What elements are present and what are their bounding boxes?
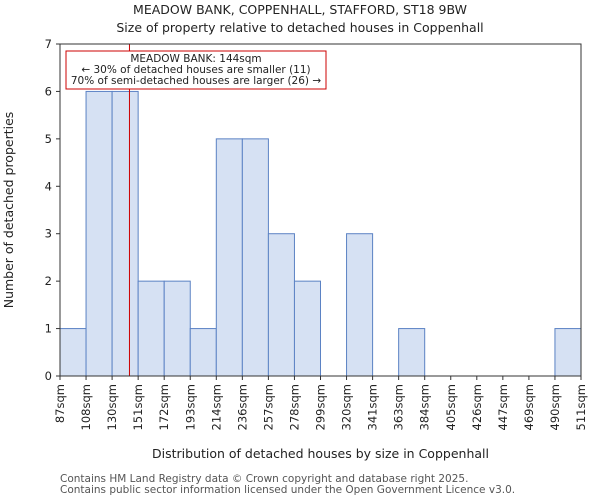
- y-tick-label: 1: [45, 322, 52, 336]
- x-tick-label: 130sqm: [105, 384, 119, 430]
- bar-87sqm: [59, 328, 87, 377]
- annotation-line-1: MEADOW BANK: 144sqm: [130, 53, 261, 65]
- x-axis-ticks: 87sqm 108sqm 130sqm 151sqm 172sqm 193sqm 214sq…: [53, 376, 588, 430]
- y-tick-label: 2: [45, 274, 52, 288]
- y-axis-ticks: 0 1 2 3 4 5 6 7: [45, 37, 60, 383]
- x-tick-label: 511sqm: [574, 384, 588, 430]
- x-tick-label: 341sqm: [366, 384, 380, 430]
- bar-151sqm: [137, 280, 165, 377]
- y-tick-label: 3: [45, 227, 52, 241]
- y-axis-label: Number of detached properties: [1, 112, 16, 309]
- bars-group: [59, 90, 582, 377]
- x-tick-label: 193sqm: [183, 384, 197, 430]
- x-tick-label: 87sqm: [53, 384, 67, 423]
- x-tick-label: 490sqm: [548, 384, 562, 430]
- x-tick-label: 469sqm: [522, 384, 536, 430]
- marker-annotation: MEADOW BANK: 144sqm ← 30% of detached ho…: [65, 50, 327, 90]
- x-tick-label: 320sqm: [340, 384, 354, 430]
- x-tick-label: 214sqm: [209, 384, 223, 430]
- bar-236sqm: [241, 138, 269, 377]
- x-tick-label: 405sqm: [444, 384, 458, 430]
- annotation-line-3: 70% of semi-detached houses are larger (…: [71, 75, 322, 87]
- y-tick-label: 0: [45, 369, 52, 383]
- x-axis-label: Distribution of detached houses by size …: [152, 446, 489, 461]
- y-tick-label: 4: [45, 179, 52, 193]
- x-tick-label: 299sqm: [314, 384, 328, 430]
- x-tick-label: 257sqm: [261, 384, 275, 430]
- x-tick-label: 278sqm: [287, 384, 301, 430]
- y-tick-label: 6: [45, 84, 52, 98]
- x-tick-label: 447sqm: [496, 384, 510, 430]
- bar-172sqm: [163, 280, 191, 377]
- chart-subtitle: Size of property relative to detached ho…: [116, 20, 483, 35]
- bar-278sqm: [293, 280, 322, 377]
- y-tick-label: 7: [45, 37, 52, 51]
- bar-320sqm: [346, 233, 374, 377]
- x-tick-label: 384sqm: [418, 384, 432, 430]
- x-tick-label: 236sqm: [235, 384, 249, 430]
- annotation-box: [65, 50, 327, 90]
- x-tick-label: 172sqm: [157, 384, 171, 430]
- footer-line-2: Contains public sector information licen…: [60, 484, 516, 496]
- x-tick-label: 426sqm: [470, 384, 484, 430]
- plot-area-frame: [59, 43, 582, 377]
- bar-130sqm: [111, 90, 139, 377]
- annotation-line-2: ← 30% of detached houses are smaller (11…: [81, 64, 310, 76]
- histogram-chart: MEADOW BANK, COPPENHALL, STAFFORD, ST18 …: [1, 2, 588, 461]
- bar-193sqm: [189, 328, 217, 377]
- y-tick-label: 5: [45, 132, 52, 146]
- bar-257sqm: [267, 233, 295, 377]
- x-tick-label: 363sqm: [392, 384, 406, 430]
- chart-title: MEADOW BANK, COPPENHALL, STAFFORD, ST18 …: [133, 2, 467, 17]
- x-tick-label: 151sqm: [131, 384, 145, 430]
- bar-214sqm: [215, 138, 243, 377]
- x-tick-label: 108sqm: [79, 384, 93, 430]
- footer-line-1: Contains HM Land Registry data © Crown c…: [60, 473, 469, 485]
- bar-363sqm: [398, 328, 426, 377]
- bar-108sqm: [85, 90, 113, 377]
- bar-490sqm: [554, 328, 582, 377]
